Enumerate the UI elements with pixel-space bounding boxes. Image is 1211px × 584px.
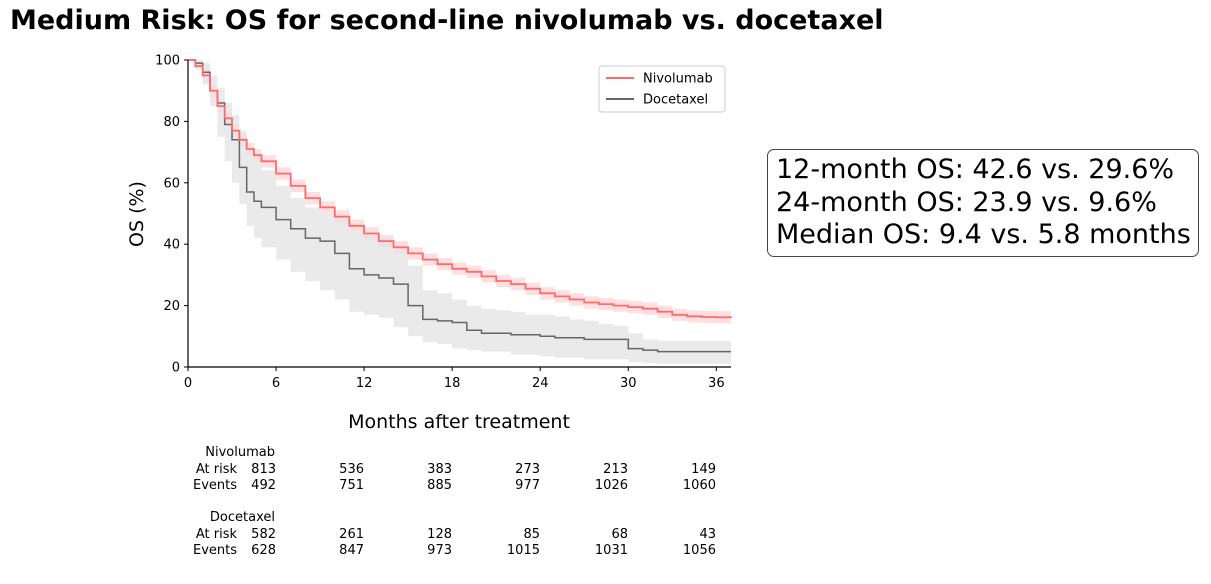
risk-cell: 813 [251, 462, 276, 477]
axes: 0 20 40 60 80 100 0 6 12 18 24 30 36 [155, 54, 731, 391]
risk-cell: 582 [251, 527, 276, 542]
event-cell: 1031 [594, 543, 628, 558]
risk-cell: 261 [339, 527, 364, 542]
risk-cell: 43 [699, 527, 716, 542]
event-cell: 1060 [682, 478, 716, 493]
x-tick-label: 6 [272, 376, 280, 391]
x-tick-label: 0 [184, 376, 192, 391]
at-risk-label: At risk [195, 462, 237, 477]
risk-cell: 68 [611, 527, 628, 542]
nivolumab-ci-band [188, 60, 731, 324]
y-tick-label: 80 [163, 115, 180, 130]
docetaxel-ci-band [188, 60, 731, 364]
legend: Nivolumab Docetaxel [598, 65, 726, 113]
x-tick-label: 12 [356, 376, 373, 391]
os-summary-box: 12-month OS: 42.6 vs. 29.6% 24-month OS:… [767, 149, 1199, 257]
risk-cell: 85 [523, 527, 540, 542]
risk-cell: 536 [339, 462, 364, 477]
x-tick-label: 36 [708, 376, 725, 391]
event-cell: 628 [251, 543, 276, 558]
median-os: Median OS: 9.4 vs. 5.8 months [776, 219, 1191, 250]
events-label: Events [192, 478, 237, 493]
risk-cell: 273 [515, 462, 540, 477]
y-tick-label: 40 [163, 238, 180, 253]
legend-label-nivolumab: Nivolumab [643, 72, 713, 87]
event-cell: 885 [427, 478, 452, 493]
nivolumab-survival-line [188, 59, 732, 319]
at-risk-label: At risk [195, 527, 237, 542]
risk-cell: 149 [691, 462, 716, 477]
chart-title: Medium Risk: OS for second-line nivoluma… [10, 5, 884, 36]
event-cell: 1015 [506, 543, 540, 558]
x-tick-label: 18 [444, 376, 461, 391]
y-tick-label: 60 [163, 176, 180, 191]
os-24-month: 24-month OS: 23.9 vs. 9.6% [776, 186, 1157, 218]
risk-group-name: Docetaxel [209, 510, 275, 525]
confidence-bands [188, 60, 731, 364]
survival-curves [188, 59, 732, 353]
event-cell: 492 [251, 478, 276, 493]
x-axis-label: Months after treatment [348, 411, 570, 433]
event-cell: 847 [339, 543, 364, 558]
risk-group-name: Nivolumab [205, 445, 275, 460]
y-tick-label: 0 [172, 361, 180, 376]
x-tick-label: 30 [620, 376, 637, 391]
risk-cell: 128 [427, 527, 452, 542]
risk-cell: 383 [427, 462, 452, 477]
docetaxel-survival-line [188, 59, 731, 353]
event-cell: 751 [339, 478, 364, 493]
os-12-month: 12-month OS: 42.6 vs. 29.6% [776, 154, 1175, 185]
event-cell: 973 [427, 543, 452, 558]
events-label: Events [192, 543, 237, 558]
legend-label-docetaxel: Docetaxel [643, 93, 708, 108]
risk-cell: 213 [603, 462, 628, 477]
x-tick-label: 24 [532, 376, 549, 391]
y-tick-label: 100 [155, 54, 180, 69]
y-tick-label: 20 [163, 299, 180, 314]
y-axis-label: OS (%) [126, 181, 148, 247]
event-cell: 1056 [682, 543, 716, 558]
event-cell: 977 [515, 478, 540, 493]
event-cell: 1026 [594, 478, 628, 493]
